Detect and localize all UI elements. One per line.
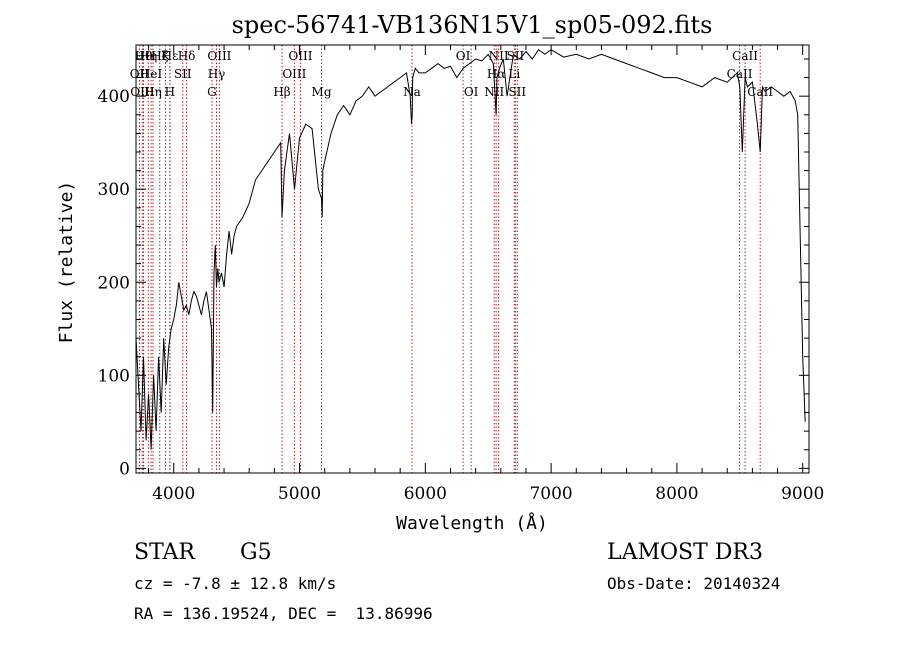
line-label: CaII: [747, 85, 773, 99]
x-tick-label: 7000: [529, 484, 572, 504]
line-label: SII: [508, 85, 526, 99]
plot-frame: [135, 44, 810, 474]
flux-series-line: [135, 48, 806, 450]
ra-dec: RA = 136.19524, DEC = 13.86996: [134, 604, 433, 623]
line-label: H: [165, 85, 175, 99]
y-tick-label: 0: [119, 459, 130, 479]
line-label: K: [161, 49, 171, 63]
line-label: Hβ: [273, 85, 290, 99]
line-label: OI: [456, 49, 471, 63]
line-label: Na: [403, 85, 421, 99]
x-tick-label: 9000: [781, 484, 824, 504]
line-label: Hε: [162, 49, 179, 63]
survey-name: LAMOST DR3: [607, 540, 763, 565]
line-label: Hθ: [135, 49, 153, 63]
line-label: OII: [130, 67, 150, 81]
object-subclass: G5: [240, 540, 272, 565]
line-label: Hα: [487, 67, 506, 81]
line-label: Hγ: [208, 67, 226, 81]
line-label: Hη: [139, 49, 157, 63]
line-label: Mg: [312, 85, 332, 99]
x-axis-label: Wavelength (Å): [396, 512, 548, 534]
line-label: OIII: [288, 49, 312, 63]
line-label: Hη: [144, 85, 162, 99]
line-label: OIII: [282, 67, 306, 81]
line-label: OIII: [207, 49, 231, 63]
y-tick-label: 100: [98, 366, 130, 386]
y-tick-label: 200: [98, 273, 130, 293]
spectral-line-markers: [138, 45, 761, 473]
x-tick-label: 6000: [404, 484, 447, 504]
y-tick-label: 400: [98, 87, 130, 107]
line-label: CaII: [727, 67, 753, 81]
y-tick-label: 300: [98, 180, 130, 200]
line-label: OI: [464, 85, 479, 99]
line-label: G: [207, 85, 217, 99]
line-label: Li: [508, 67, 520, 81]
x-tick-label: 5000: [278, 484, 321, 504]
line-label: Hζ: [151, 49, 168, 63]
line-label: SII: [174, 67, 192, 81]
line-label: HeI: [140, 67, 163, 81]
line-label: Hδ: [178, 49, 196, 63]
y-axis-ticks: 0 100 200 300 400: [98, 58, 809, 479]
x-axis-ticks: 4000 5000 6000 7000 8000 9000: [148, 45, 824, 504]
line-label: CaII: [732, 49, 758, 63]
spectral-line-labels: OIIOIIIHθHηHeIHηHζKHHεSIIHδGHγOIIIHβOIII…: [130, 49, 774, 99]
y-axis-label: Flux (relative): [56, 181, 77, 344]
x-tick-label: 4000: [152, 484, 195, 504]
redshift-cz: cz = -7.8 ± 12.8 km/s: [134, 574, 337, 593]
obs-date: Obs-Date: 20140324: [607, 574, 781, 593]
chart-title: spec-56741-VB136N15V1_sp05-092.fits: [232, 11, 713, 39]
object-class: STAR: [134, 540, 195, 565]
x-tick-label: 8000: [655, 484, 698, 504]
